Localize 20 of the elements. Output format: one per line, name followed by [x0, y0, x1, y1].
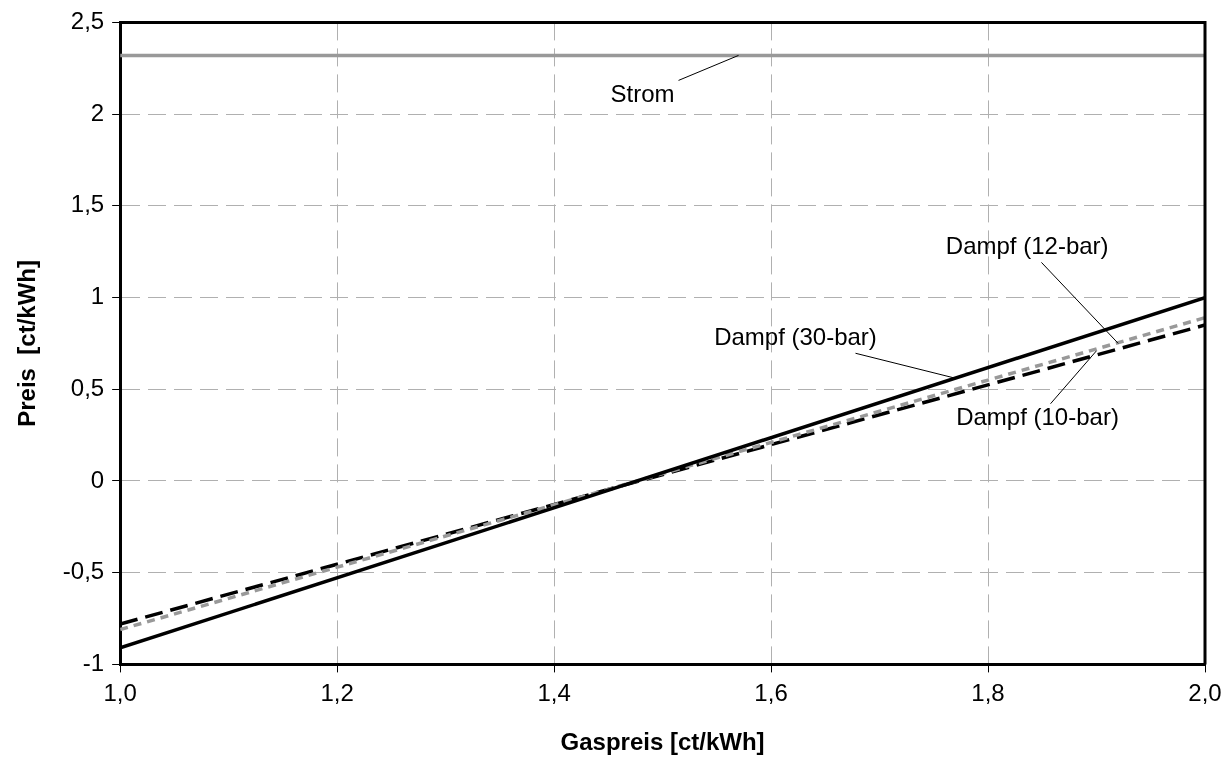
y-tick-label: -1 — [82, 649, 105, 677]
y-tick-label: 2,5 — [70, 7, 105, 35]
y-tick-label: 1,5 — [70, 190, 105, 218]
y-tick-label: -0,5 — [62, 557, 105, 585]
x-tick-label: 1,4 — [537, 679, 571, 707]
annotation: Dampf (10-bar) — [956, 403, 1119, 431]
y-tick-label: 1 — [90, 282, 105, 310]
x-axis-title: Gaspreis [ct/kWh] — [560, 728, 765, 756]
x-tick-label: 1,2 — [320, 679, 354, 707]
y-tick-label: 2 — [90, 98, 105, 126]
annotation: Strom — [610, 80, 675, 108]
y-tick-label: 0,5 — [70, 373, 105, 401]
y-axis-title: Preis [ct/kWh] — [13, 260, 41, 427]
x-tick-label: 1,8 — [971, 679, 1005, 707]
y-tick-label: 0 — [90, 465, 105, 493]
x-tick-label: 2,0 — [1188, 679, 1222, 707]
annotation: Dampf (30-bar) — [714, 322, 877, 350]
annotation: Dampf (12-bar) — [945, 232, 1109, 260]
x-tick-label: 1,6 — [754, 679, 788, 707]
x-tick-label: 1,0 — [103, 679, 137, 707]
